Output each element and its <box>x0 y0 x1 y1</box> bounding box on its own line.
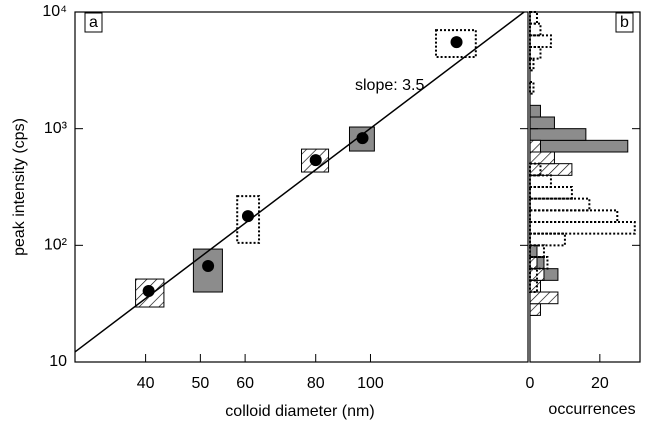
histogram-bar <box>529 220 636 235</box>
data-point <box>309 154 322 167</box>
histogram-bar <box>529 139 541 153</box>
plot-frame <box>529 11 641 363</box>
histogram-bar <box>529 232 566 247</box>
range-box <box>236 195 261 244</box>
histogram-bar <box>529 163 573 176</box>
x-tick-label: 100 <box>357 375 384 392</box>
data-point <box>241 210 254 223</box>
y-axis-label: peak intensity (cps) <box>11 118 28 256</box>
histogram-bar <box>529 303 541 316</box>
x-tick-label: 80 <box>307 375 325 392</box>
histogram-bar <box>529 45 542 60</box>
x-tick-label: 60 <box>236 375 254 392</box>
panel-label: a <box>89 14 98 31</box>
y-tick-label: 10 <box>49 353 67 370</box>
data-point <box>202 260 215 273</box>
y-tick-label: 10³ <box>44 120 68 137</box>
panel-label: b <box>620 14 629 31</box>
histogram-bar <box>529 104 541 118</box>
y-tick-label: 10² <box>44 237 68 254</box>
histogram-bar <box>529 34 552 48</box>
histogram-bar <box>529 11 538 25</box>
histogram-bar <box>529 256 538 270</box>
panel-label-box <box>84 12 103 33</box>
histogram-bar <box>529 174 552 189</box>
range-box <box>434 29 477 59</box>
x-tick-label: 0 <box>526 375 535 392</box>
histogram-bar <box>529 197 591 212</box>
x-tick-label: 40 <box>137 375 155 392</box>
histogram-bar <box>529 267 538 282</box>
annotation: slope: 3.5 <box>355 77 424 94</box>
data-point <box>356 132 369 145</box>
histogram-bar <box>529 139 629 153</box>
histogram-bar <box>529 244 538 258</box>
data-point <box>142 285 155 298</box>
x-tick-label: 50 <box>191 375 209 392</box>
histogram-bar <box>529 279 541 293</box>
histogram-bar <box>529 116 555 130</box>
data-point <box>450 36 463 49</box>
x-axis-label: occurrences <box>548 401 635 418</box>
x-axis-label: colloid diameter (nm) <box>225 403 374 420</box>
histogram-bar <box>529 22 542 37</box>
histogram-bar <box>529 209 619 223</box>
histogram-bar <box>529 151 555 165</box>
histogram-bar <box>529 162 542 177</box>
histogram-bar <box>529 279 538 294</box>
histogram-bar <box>529 128 587 141</box>
histogram-bar <box>529 291 559 305</box>
y-tick-label: 10⁴ <box>42 3 67 20</box>
panel-label-box <box>615 12 634 33</box>
plot-frame <box>74 11 529 363</box>
histogram-bar <box>529 186 573 200</box>
fit-line <box>74 11 525 353</box>
x-tick-label: 20 <box>591 375 609 392</box>
